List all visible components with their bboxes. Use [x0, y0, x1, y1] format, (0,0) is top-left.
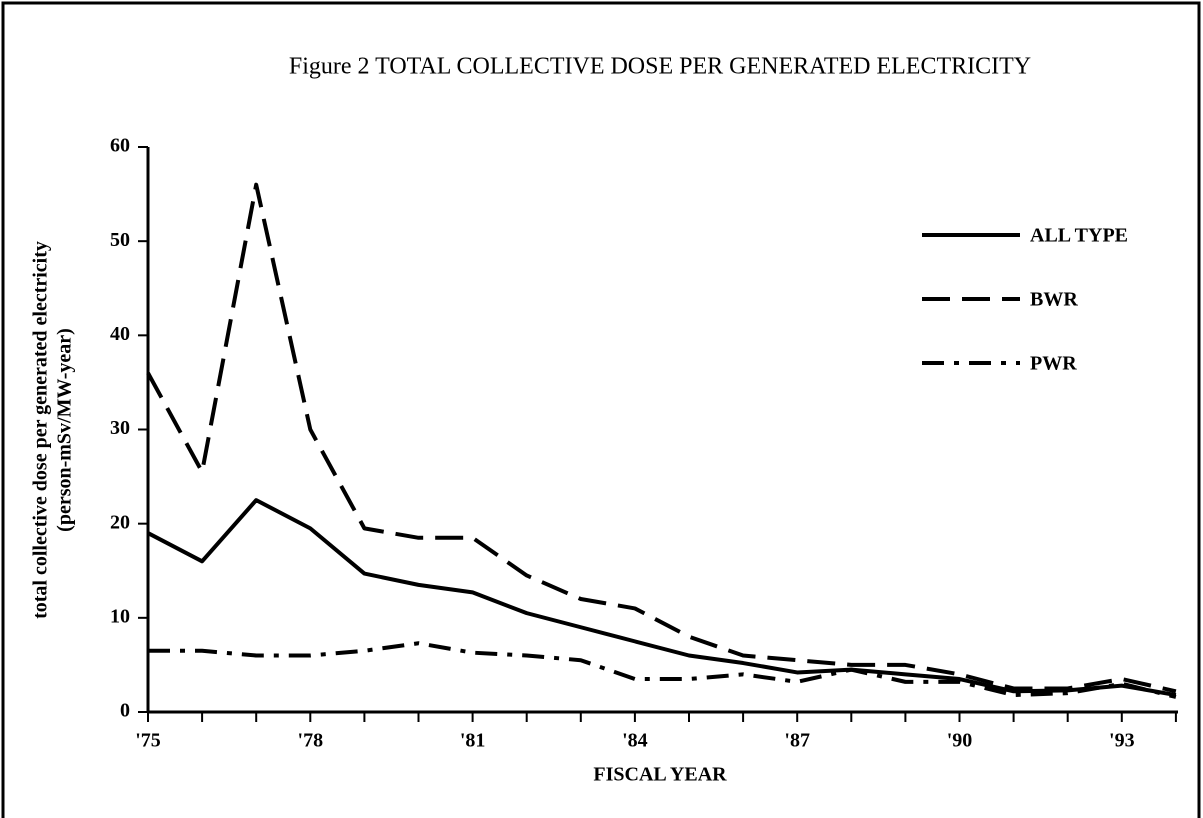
y-axis-label: (person-mSv/MW-year)	[54, 328, 76, 532]
legend-label: ALL TYPE	[1030, 225, 1128, 247]
x-tick-label: '78	[298, 730, 324, 752]
data-line	[147, 498, 1177, 698]
data-line	[146, 182, 1177, 694]
y-tick-label: 30	[110, 417, 130, 439]
legend-label: PWR	[1030, 353, 1077, 375]
x-axis-label: FISCAL YEAR	[593, 764, 727, 786]
x-tick-label: '93	[1109, 730, 1135, 752]
x-tick-label: '75	[135, 730, 161, 752]
x-tick-label: '90	[947, 730, 973, 752]
y-tick-label: 50	[110, 229, 130, 251]
y-tick-label: 20	[110, 511, 130, 533]
x-tick-label: '87	[784, 730, 810, 752]
x-tick-label: '84	[622, 730, 648, 752]
y-tick-label: 40	[110, 323, 130, 345]
y-tick-label: 0	[120, 700, 130, 722]
legend-label: BWR	[1030, 289, 1078, 311]
chart-title: Figure 2 TOTAL COLLECTIVE DOSE PER GENER…	[289, 54, 1031, 80]
y-tick-label: 10	[110, 605, 130, 627]
data-line	[148, 641, 1177, 699]
x-tick-label: '81	[460, 730, 486, 752]
y-axis-label: total collective dose per generated elec…	[30, 241, 52, 619]
y-tick-label: 60	[110, 135, 130, 157]
